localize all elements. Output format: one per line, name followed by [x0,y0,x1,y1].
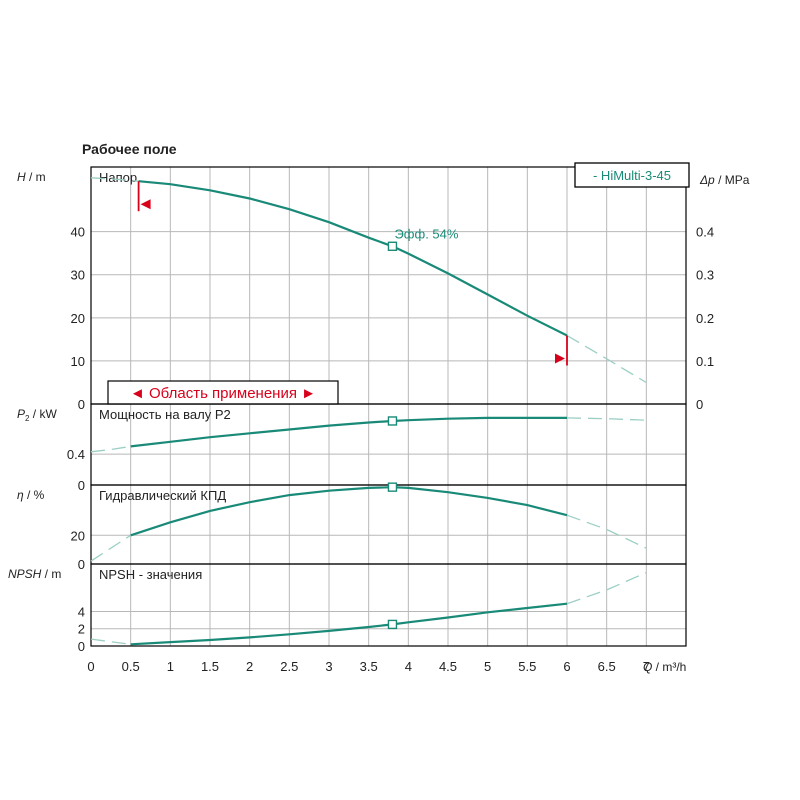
y-tick-label: 0.4 [67,447,85,462]
x-tick-label: 0 [87,659,94,674]
right-tick-label: 0.2 [696,311,714,326]
operating-point-marker [387,241,398,251]
performance-curve [138,180,568,337]
operating-point-marker [387,619,398,630]
x-tick-label: 6.5 [598,659,616,674]
x-tick-label: 5 [484,659,491,674]
range-start-arrow [140,199,151,210]
y-axis-label: P2 / kW [17,407,57,423]
x-tick-label: 2 [246,659,253,674]
curve-extension [90,177,139,182]
x-tick-label: 0.5 [122,659,140,674]
operating-point-marker [387,482,398,492]
right-tick-label: 0 [696,397,703,412]
x-tick-label: 1 [167,659,174,674]
curve-extension [566,334,647,384]
curve-extension [90,638,131,645]
x-tick-label: 1.5 [201,659,219,674]
x-tick-label: 5.5 [518,659,536,674]
y-tick-label: 0 [78,478,85,493]
curve-extension [90,534,132,562]
y-tick-label: 10 [71,354,85,369]
x-tick-label: 4 [405,659,412,674]
range-end-arrow [555,353,565,364]
operating-point-marker [387,416,398,426]
x-tick-label: 6 [563,659,570,674]
y-tick-label: 0 [78,639,85,654]
panel-title: Мощность на валу P2 [99,407,231,422]
curve-extension [566,417,647,421]
panel-frame [90,166,687,405]
panel-title: Гидравлический КПД [99,488,226,503]
y-tick-label: 20 [71,528,85,543]
y-tick-label: 20 [71,311,85,326]
legend-label: - HiMulti-3-45 [593,168,671,183]
x-tick-label: 2.5 [280,659,298,674]
y-tick-label: 2 [78,622,85,637]
x-tick-label: 7 [643,659,650,674]
chart-title: Рабочее поле [82,141,177,157]
legend-box [574,162,690,188]
y-tick-label: 4 [78,604,85,619]
right-tick-label: 0.1 [696,354,714,369]
performance-curve [130,602,568,646]
y-axis-label: NPSH / m [8,567,61,581]
efficiency-point-label: Эфф. 54% [394,226,458,241]
x-tick-label: 4.5 [439,659,457,674]
y-tick-label: 0 [78,397,85,412]
x-tick-label: 3.5 [360,659,378,674]
curve-extension [90,445,131,453]
right-axis-label: Δp / MPa [699,173,750,187]
y-axis-label: H / m [17,170,46,184]
y-tick-label: 40 [71,225,85,240]
y-tick-label: 30 [71,268,85,283]
right-tick-label: 0.4 [696,225,714,240]
range-label: ◄ Область применения ► [130,385,316,402]
performance-curve [130,486,568,537]
performance-curve [130,416,567,448]
panel-title: NPSH - значения [99,567,202,582]
panel-frame [90,563,687,647]
y-axis-label: η / % [17,488,45,502]
curve-extension [566,572,647,605]
curve-extension [566,514,647,549]
x-axis-label: Q / m³/h [643,660,686,674]
right-tick-label: 0.3 [696,268,714,283]
x-tick-label: 3 [325,659,332,674]
y-tick-label: 0 [78,557,85,572]
panel-title: Напор [99,170,137,185]
